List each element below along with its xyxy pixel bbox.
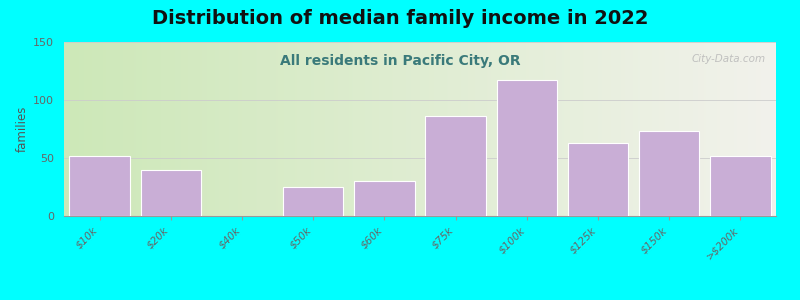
Y-axis label: families: families bbox=[16, 106, 29, 152]
Bar bbox=[283, 187, 343, 216]
Text: All residents in Pacific City, OR: All residents in Pacific City, OR bbox=[280, 54, 520, 68]
Bar bbox=[426, 116, 486, 216]
Bar bbox=[710, 156, 770, 216]
Bar bbox=[497, 80, 557, 216]
Bar bbox=[639, 131, 699, 216]
Bar bbox=[141, 169, 201, 216]
Bar bbox=[568, 143, 628, 216]
Bar bbox=[354, 181, 414, 216]
Text: Distribution of median family income in 2022: Distribution of median family income in … bbox=[152, 9, 648, 28]
Text: City-Data.com: City-Data.com bbox=[691, 54, 766, 64]
Bar bbox=[70, 156, 130, 216]
